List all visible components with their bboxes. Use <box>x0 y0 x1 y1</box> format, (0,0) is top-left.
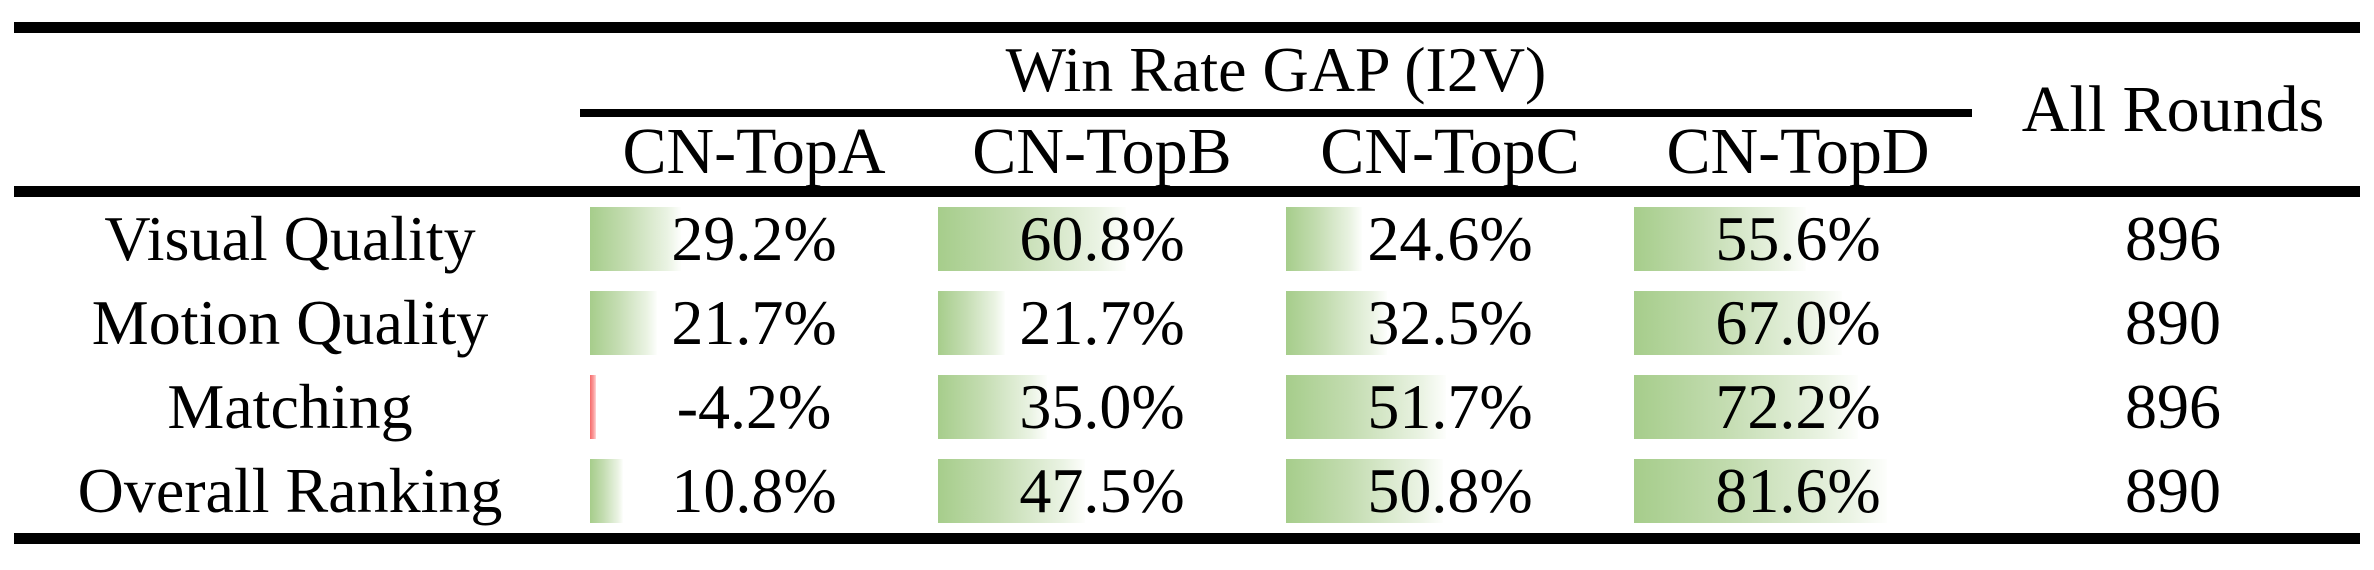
column-header-cn-topc: CN-TopC <box>1320 114 1580 188</box>
win-rate-value: 55.6% <box>1715 203 1881 274</box>
row-label: Overall Ranking <box>77 455 503 526</box>
win-rate-bar <box>590 459 623 523</box>
bottom-rule <box>14 533 2360 544</box>
win-rate-bar <box>938 207 1126 271</box>
win-rate-bar <box>1286 291 1387 355</box>
all-rounds-value: 896 <box>2125 203 2221 274</box>
win-rate-bar <box>1286 459 1443 523</box>
table-header: Win Rate GAP (I2V) All Rounds CN-TopA CN… <box>0 33 2374 188</box>
header-corner-spacer <box>0 33 580 186</box>
row-label: Motion Quality <box>91 287 489 358</box>
win-rate-bar <box>1634 207 1806 271</box>
all-rounds-value: 890 <box>2125 287 2221 358</box>
win-rate-bar <box>590 375 596 439</box>
column-header-cn-topd: CN-TopD <box>1666 114 1930 188</box>
win-rate-cell: 51.7% <box>1276 365 1624 449</box>
win-rate-bar <box>938 375 1047 439</box>
win-rate-cell: 32.5% <box>1276 281 1624 365</box>
win-rate-cell: 67.0% <box>1624 281 1972 365</box>
win-rate-bar <box>1286 207 1362 271</box>
win-rate-cell: 24.6% <box>1276 197 1624 281</box>
win-rate-value: 35.0% <box>1019 371 1185 442</box>
win-rate-bar <box>1634 459 1887 523</box>
win-rate-cell: 10.8% <box>580 449 928 533</box>
win-rate-bar <box>938 459 1085 523</box>
win-rate-value: 10.8% <box>671 455 837 526</box>
row-label: Visual Quality <box>104 203 476 274</box>
column-header-cn-topb: CN-TopB <box>972 114 1232 188</box>
row-label: Matching <box>167 371 413 442</box>
win-rate-cell: 81.6% <box>1624 449 1972 533</box>
win-rate-bar <box>1634 375 1858 439</box>
all-rounds-value: 896 <box>2125 371 2221 442</box>
win-rate-cell: 50.8% <box>1276 449 1624 533</box>
win-rate-bar <box>938 291 1005 355</box>
win-rate-value: 60.8% <box>1019 203 1185 274</box>
win-rate-bar <box>1634 291 1842 355</box>
win-rate-value: 29.2% <box>671 203 837 274</box>
win-rate-value: -4.2% <box>676 371 832 442</box>
win-rate-value: 72.2% <box>1715 371 1881 442</box>
win-rate-cell: 29.2% <box>580 197 928 281</box>
win-rate-value: 21.7% <box>671 287 837 358</box>
win-rate-value: 32.5% <box>1367 287 1533 358</box>
win-rate-cell: 21.7% <box>928 281 1276 365</box>
win-rate-bar <box>1286 375 1446 439</box>
win-rate-cell: 60.8% <box>928 197 1276 281</box>
win-rate-cell: 21.7% <box>580 281 928 365</box>
top-rule <box>14 22 2360 33</box>
win-rate-cell: 35.0% <box>928 365 1276 449</box>
header-body-rule <box>14 186 2360 197</box>
win-rate-cell: 47.5% <box>928 449 1276 533</box>
group-header: Win Rate GAP (I2V) <box>580 33 1972 117</box>
win-rate-value: 47.5% <box>1019 455 1185 526</box>
win-rate-value: 81.6% <box>1715 455 1881 526</box>
win-rate-bar <box>590 291 657 355</box>
win-rate-cell: 72.2% <box>1624 365 1972 449</box>
win-rate-value: 67.0% <box>1715 287 1881 358</box>
win-rate-cell: 55.6% <box>1624 197 1972 281</box>
all-rounds-header: All Rounds <box>2021 72 2325 146</box>
win-rate-value: 51.7% <box>1367 371 1533 442</box>
win-rate-cell: -4.2% <box>580 365 928 449</box>
win-rate-value: 24.6% <box>1367 203 1533 274</box>
win-rate-value: 21.7% <box>1019 287 1185 358</box>
win-rate-bar <box>590 207 681 271</box>
column-header-cn-topa: CN-TopA <box>622 114 886 188</box>
table-body: Visual Quality 29.2% 60.8% 24.6% 55.6% 8… <box>0 197 2374 533</box>
all-rounds-value: 890 <box>2125 455 2221 526</box>
win-rate-value: 50.8% <box>1367 455 1533 526</box>
